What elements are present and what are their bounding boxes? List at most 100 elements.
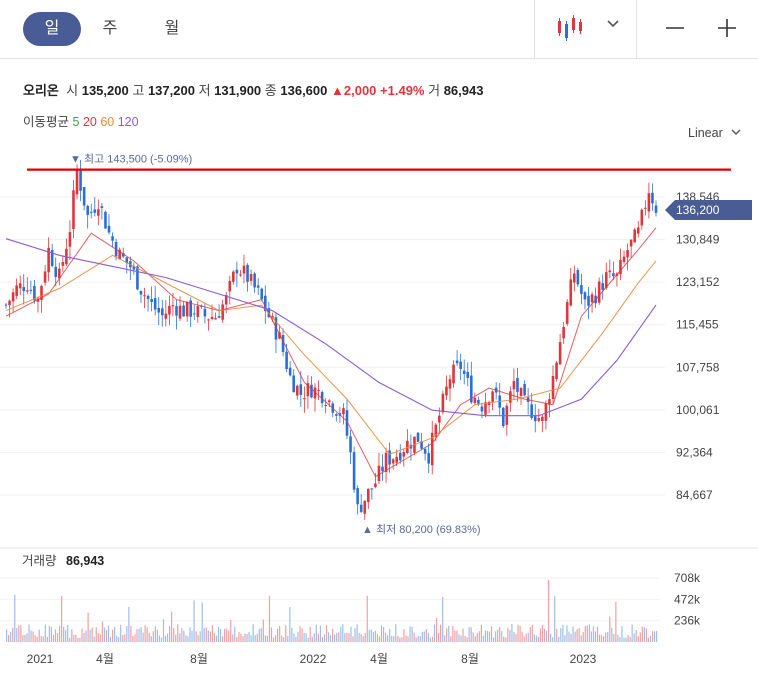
volume-bar — [101, 621, 103, 642]
volume-bar — [550, 633, 552, 642]
volume-bar — [415, 637, 417, 642]
volume-bar — [221, 636, 224, 642]
volume-bar — [118, 637, 120, 642]
volume-bar — [641, 626, 643, 642]
volume-bar — [87, 612, 89, 642]
candle — [470, 361, 473, 405]
volume-bar — [242, 636, 244, 642]
volume-bar — [501, 631, 503, 642]
volume-bar — [325, 625, 328, 642]
candle — [121, 247, 125, 259]
zoom-out-button[interactable] — [664, 18, 686, 38]
volume-bar — [305, 633, 307, 642]
candle — [253, 271, 256, 293]
volume-bar — [224, 628, 226, 642]
tab-month[interactable]: 월 — [164, 20, 180, 37]
volume-bar — [140, 627, 142, 642]
ma-120-label: 120 — [117, 115, 139, 129]
candle — [505, 403, 509, 436]
candle — [395, 449, 399, 466]
open-value: 135,200 — [81, 83, 129, 98]
x-tick-label: 2022 — [300, 652, 327, 666]
volume-bar — [283, 637, 285, 642]
volume-bar — [52, 634, 55, 642]
candle — [26, 277, 29, 295]
volume-bar — [287, 635, 289, 642]
volume-bar — [354, 628, 356, 642]
volume-bar — [152, 631, 154, 642]
candle — [11, 288, 15, 313]
volume-bar — [240, 633, 242, 642]
candle — [295, 384, 299, 400]
candle — [54, 257, 58, 286]
scale-selector[interactable]: Linear — [688, 126, 741, 140]
volume-bar — [519, 625, 521, 642]
close-value: 136,600 — [280, 83, 328, 98]
volume-bar — [600, 635, 603, 642]
volume-bar — [16, 628, 18, 642]
volume-bar — [230, 620, 232, 642]
volume-bar — [20, 625, 22, 642]
candle — [512, 368, 516, 400]
volume-bar — [199, 631, 201, 642]
candle — [452, 360, 455, 388]
candle — [573, 265, 576, 292]
zoom-in-button[interactable] — [716, 17, 738, 39]
candle — [370, 488, 374, 500]
candle — [438, 407, 441, 434]
volume-bar — [179, 633, 181, 642]
volume-bar — [435, 617, 438, 642]
volume-bar — [643, 627, 645, 642]
candle — [104, 210, 107, 229]
volume-bar — [649, 635, 652, 642]
candle — [363, 500, 367, 520]
volume-bar — [570, 633, 572, 642]
candle — [644, 200, 647, 216]
volume-bar — [116, 635, 118, 642]
candle — [519, 386, 523, 405]
volume-bar — [309, 626, 311, 642]
chevron-down-icon[interactable] — [606, 18, 620, 30]
volume-bar — [617, 634, 619, 642]
candle — [43, 264, 47, 286]
volume-bar — [613, 634, 615, 642]
tab-week[interactable]: 주 — [102, 20, 118, 37]
volume-bar — [645, 628, 648, 642]
volume-bar — [405, 635, 407, 642]
volume-bar — [603, 636, 605, 642]
volume-bar — [14, 594, 16, 642]
y-tick-label: 115,455 — [676, 318, 719, 332]
tab-day[interactable]: 일 — [23, 12, 81, 46]
volume-bar — [639, 632, 641, 642]
candlestick-icon[interactable] — [556, 14, 584, 42]
candle — [388, 442, 391, 473]
volume-bar — [334, 634, 336, 642]
volume-bar — [364, 633, 366, 642]
period-tab-bar: 일 주 월 — [0, 0, 758, 59]
candle — [4, 303, 8, 309]
volume-bar — [537, 637, 540, 642]
volume-bar — [440, 624, 442, 642]
candle — [612, 261, 615, 281]
candle — [207, 318, 210, 331]
candle — [281, 328, 285, 357]
volume-bar — [105, 629, 108, 642]
volume-bar — [246, 634, 248, 642]
volume-bar — [507, 627, 509, 642]
volume-bar — [499, 626, 501, 642]
candle — [47, 237, 50, 282]
volume-bar — [460, 635, 462, 642]
volume-bar — [627, 634, 629, 642]
volume-bar — [207, 630, 209, 642]
volume-bar — [403, 629, 405, 642]
high-value: 137,200 — [147, 83, 195, 98]
candle — [40, 284, 43, 313]
time-axis: 2021 4월 8월 2022 4월 8월 2023 — [27, 652, 597, 666]
candle — [374, 472, 377, 489]
candle — [533, 403, 537, 433]
volume-bar — [433, 624, 436, 642]
moving-average-legend[interactable]: 이동평균 5 20 60 120 — [23, 111, 139, 130]
volume-bar — [6, 629, 8, 642]
volume-bar — [30, 630, 32, 642]
